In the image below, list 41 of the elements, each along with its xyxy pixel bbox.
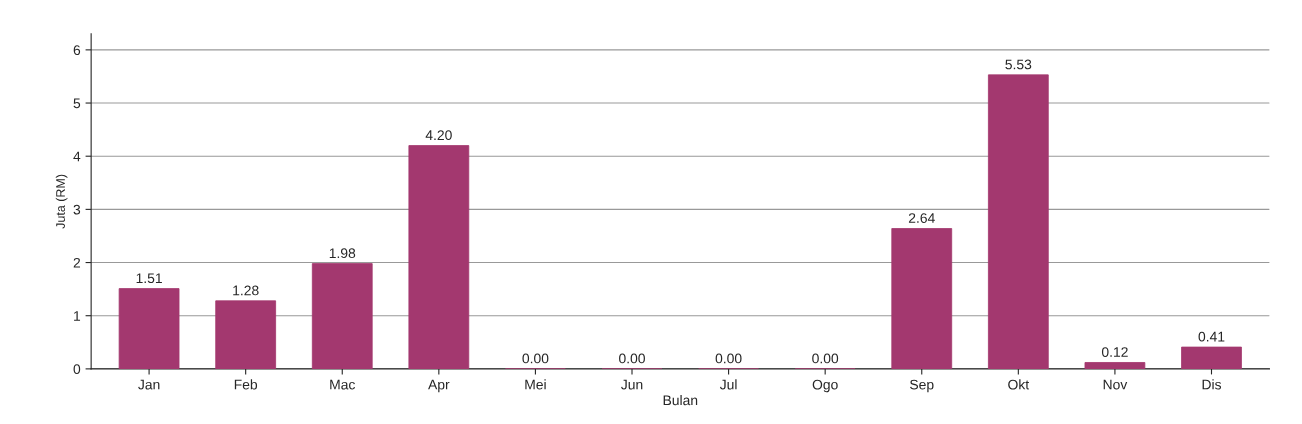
- data-label: 0.12: [1101, 347, 1128, 357]
- x-tick-label: Okt: [1008, 379, 1030, 390]
- data-label: 0.00: [812, 353, 839, 364]
- bar: [118, 288, 180, 369]
- data-label: 0.41: [1198, 331, 1225, 342]
- data-label: 0.00: [619, 353, 645, 364]
- y-tick-label: 5: [73, 98, 81, 109]
- bar: [408, 145, 470, 369]
- y-tick-label: 3: [73, 204, 81, 215]
- x-tick-label: Mei: [525, 379, 546, 390]
- data-label: 1.98: [329, 248, 356, 259]
- y-tick-label: 4: [73, 151, 81, 162]
- data-label: 5.53: [1005, 59, 1032, 70]
- x-tick-label: Nov: [1103, 379, 1128, 390]
- y-tick-label: 1: [74, 311, 81, 321]
- data-label: 1.28: [233, 285, 259, 296]
- data-label: 0.00: [522, 353, 549, 364]
- x-tick-label: Feb: [234, 379, 258, 390]
- bar: [891, 228, 953, 369]
- x-tick-label: Jan: [138, 379, 160, 390]
- bar: [1181, 346, 1242, 369]
- x-tick-label: Apr: [428, 379, 450, 393]
- data-label: 0.00: [715, 353, 742, 364]
- x-tick-label: Mac: [330, 379, 356, 390]
- y-tick-label: 0: [73, 364, 81, 375]
- x-tick-label: Sep: [910, 379, 934, 393]
- x-tick-label: Jun: [621, 379, 643, 390]
- data-label: 2.64: [908, 213, 935, 223]
- x-tick-label: Ogo: [812, 379, 838, 393]
- x-axis-title: Bulan: [663, 395, 698, 406]
- x-tick-label: Jul: [719, 379, 737, 390]
- data-label: 4.20: [425, 130, 452, 141]
- data-label: 1.51: [136, 273, 162, 284]
- y-tick-label: 6: [73, 45, 81, 56]
- y-axis-title: Juta (RM): [55, 174, 68, 229]
- bar: [1084, 362, 1146, 369]
- x-tick-label: Dis: [1202, 379, 1222, 390]
- bar: [311, 263, 373, 369]
- y-tick-label: 2: [73, 257, 81, 268]
- bar: [987, 74, 1049, 369]
- bar: [215, 300, 277, 369]
